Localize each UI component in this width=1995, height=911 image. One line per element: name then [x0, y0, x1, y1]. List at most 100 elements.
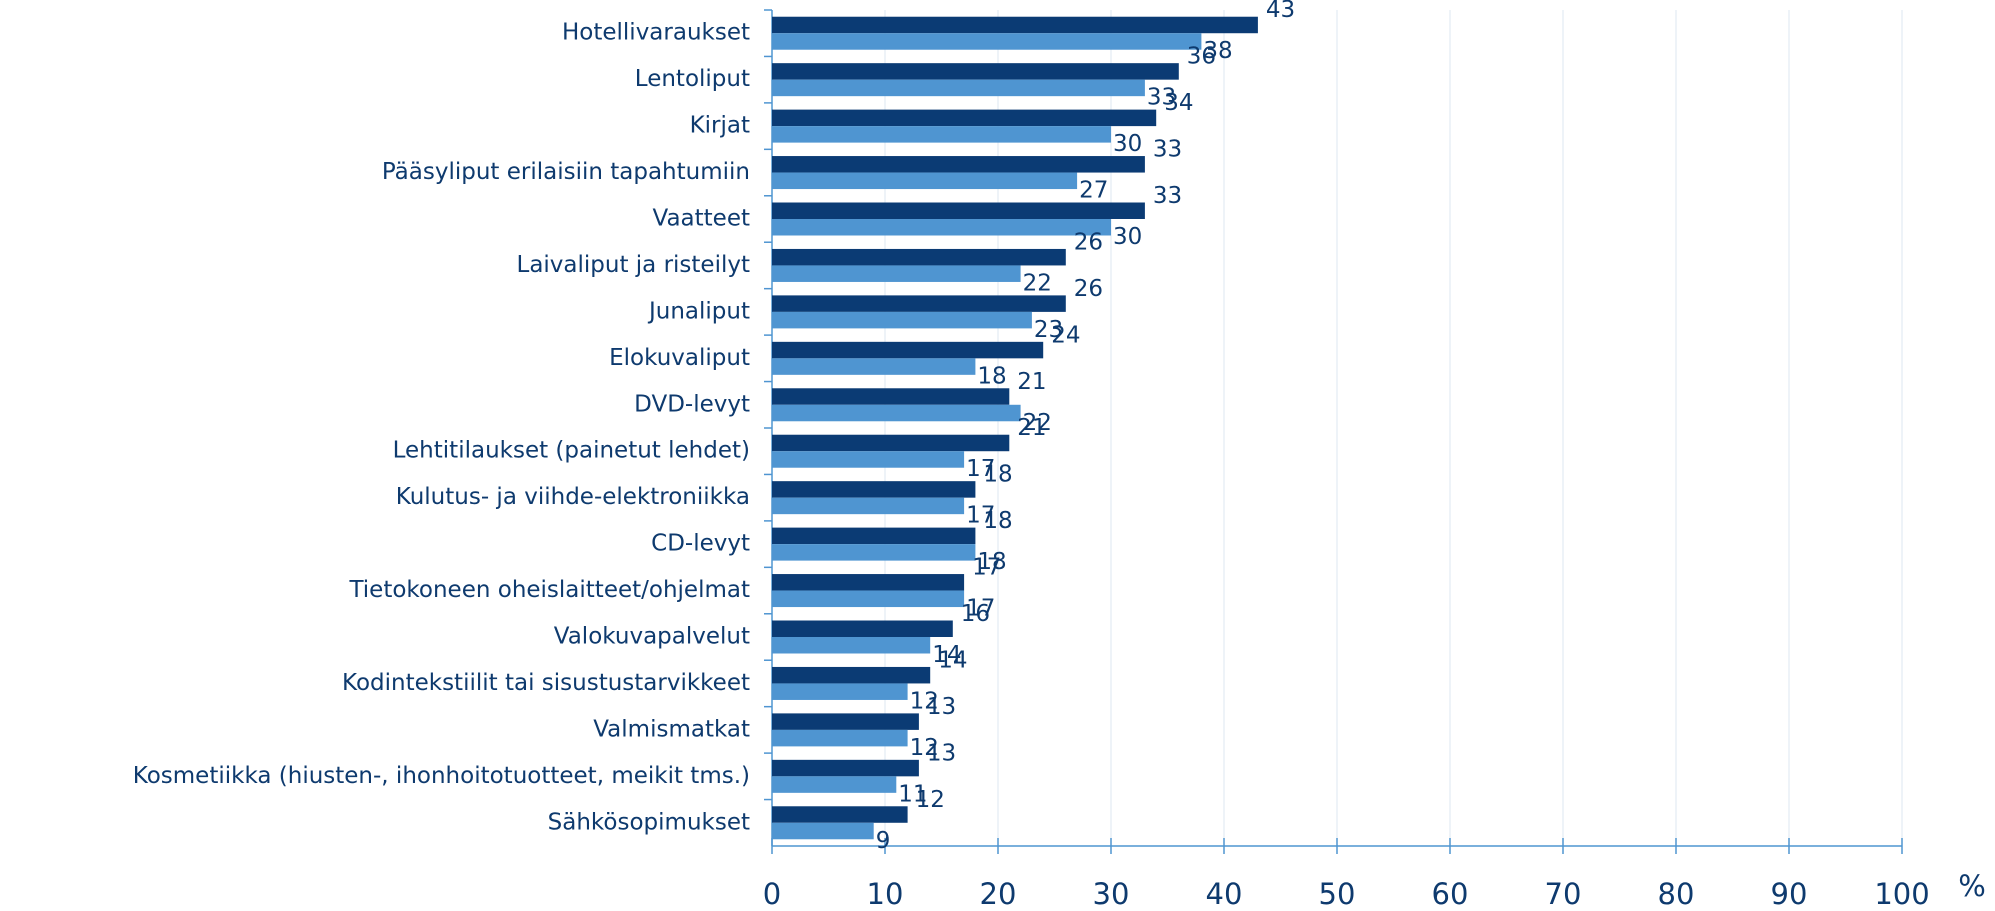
x-tick-label: 30 [1093, 877, 1130, 911]
value-label: 34 [1164, 90, 1193, 116]
value-label: 17 [972, 555, 1001, 581]
y-tick-label: Hotellivaraukset [562, 20, 750, 46]
y-tick-label: Valmismatkat [593, 716, 750, 742]
y-tick-label: Kodintekstiilit tai sisustustarvikkeet [342, 670, 750, 696]
value-label: 17 [966, 456, 995, 482]
value-label: 18 [983, 508, 1012, 534]
value-label: 13 [927, 740, 956, 766]
x-tick-label: 70 [1545, 877, 1582, 911]
bar [772, 311, 1032, 329]
bar [772, 683, 908, 700]
value-label: 38 [1203, 38, 1232, 64]
bar [772, 527, 976, 545]
bar [772, 172, 1078, 190]
x-tick-label: 80 [1658, 877, 1695, 911]
value-label: 13 [927, 694, 956, 720]
bar [772, 620, 953, 637]
bar [772, 590, 965, 608]
bar [772, 637, 931, 654]
bar [772, 248, 1066, 266]
bar [772, 295, 1066, 312]
value-label: 22 [1023, 270, 1052, 296]
bar [772, 451, 965, 468]
value-label: 30 [1113, 224, 1142, 250]
y-tick-label: Sähkösopimukset [548, 809, 750, 835]
value-label: 23 [1034, 317, 1063, 343]
y-tick-label: Laivaliput ja risteilyt [517, 252, 751, 278]
bar [772, 16, 1258, 34]
value-label: 27 [1079, 178, 1108, 204]
bar [772, 358, 976, 375]
value-label: 18 [977, 363, 1006, 389]
bar [772, 109, 1157, 127]
value-label: 33 [1153, 183, 1182, 209]
value-label: 17 [966, 596, 995, 622]
bar [772, 666, 931, 684]
y-tick-label: Junaliput [647, 298, 750, 324]
y-tick-label: Kulutus- ja viihde-elektroniikka [396, 484, 750, 510]
value-label: 12 [916, 787, 945, 813]
value-label: 21 [1017, 369, 1046, 395]
y-tick-label: Kosmetiikka (hiusten-, ihonhoitotuotteet… [133, 763, 750, 789]
value-label: 9 [876, 828, 891, 854]
x-tick-label: 90 [1771, 877, 1808, 911]
bar [772, 806, 908, 823]
x-tick-label: 10 [867, 877, 904, 911]
y-tick-label: Valokuvapalvelut [554, 624, 750, 650]
x-tick-label: 40 [1206, 877, 1243, 911]
value-label: 17 [966, 503, 995, 529]
bar [772, 126, 1111, 143]
bar [772, 574, 965, 591]
bar [772, 63, 1179, 80]
y-tick-label: Vaatteet [653, 206, 751, 232]
bar [772, 481, 976, 498]
bar [772, 404, 1021, 422]
bar [772, 713, 919, 730]
value-label: 36 [1187, 44, 1216, 70]
value-label: 14 [938, 647, 967, 673]
value-label: 30 [1113, 131, 1142, 157]
y-tick-label: CD-levyt [651, 531, 750, 557]
bar [772, 341, 1044, 359]
bar [772, 219, 1111, 236]
bar [772, 544, 976, 561]
y-tick-label: DVD-levyt [634, 391, 750, 417]
bar [772, 822, 874, 840]
y-tick-label: Tietokoneen oheislaitteet/ohjelmat [348, 577, 750, 603]
x-tick-label: 60 [1432, 877, 1469, 911]
x-tick-label: 0 [763, 877, 781, 911]
x-tick-label: 100 [1874, 877, 1929, 911]
value-label: 12 [910, 688, 939, 714]
bar [772, 388, 1010, 405]
bar [772, 202, 1145, 219]
bar [772, 33, 1202, 50]
y-tick-label: Lehtitilaukset (painetut lehdet) [393, 438, 750, 464]
bar [772, 265, 1021, 282]
value-label: 12 [910, 735, 939, 761]
value-label: 14 [932, 642, 961, 668]
value-label: 22 [1023, 410, 1052, 436]
x-axis-label: % [1958, 869, 1986, 903]
y-tick-label: Lentoliput [635, 66, 750, 92]
x-tick-label: 50 [1319, 877, 1356, 911]
y-tick-label: Pääsyliput erilaisiin tapahtumiin [382, 159, 750, 185]
bar [772, 759, 919, 777]
value-label: 33 [1153, 137, 1182, 163]
value-label: 21 [1017, 415, 1046, 441]
bar [772, 156, 1145, 173]
value-label: 33 [1147, 85, 1176, 111]
y-tick-label: Elokuvaliput [609, 345, 750, 371]
bar [772, 79, 1145, 97]
bar [772, 497, 965, 515]
y-tick-label: Kirjat [690, 113, 750, 139]
bar [772, 434, 1010, 452]
value-label: 26 [1074, 276, 1103, 302]
value-label: 43 [1266, 0, 1295, 23]
value-label: 16 [961, 601, 990, 627]
value-label: 18 [983, 462, 1012, 488]
x-tick-label: 20 [980, 877, 1017, 911]
bar [772, 776, 897, 793]
value-label: 11 [898, 781, 927, 807]
value-label: 18 [977, 549, 1006, 575]
